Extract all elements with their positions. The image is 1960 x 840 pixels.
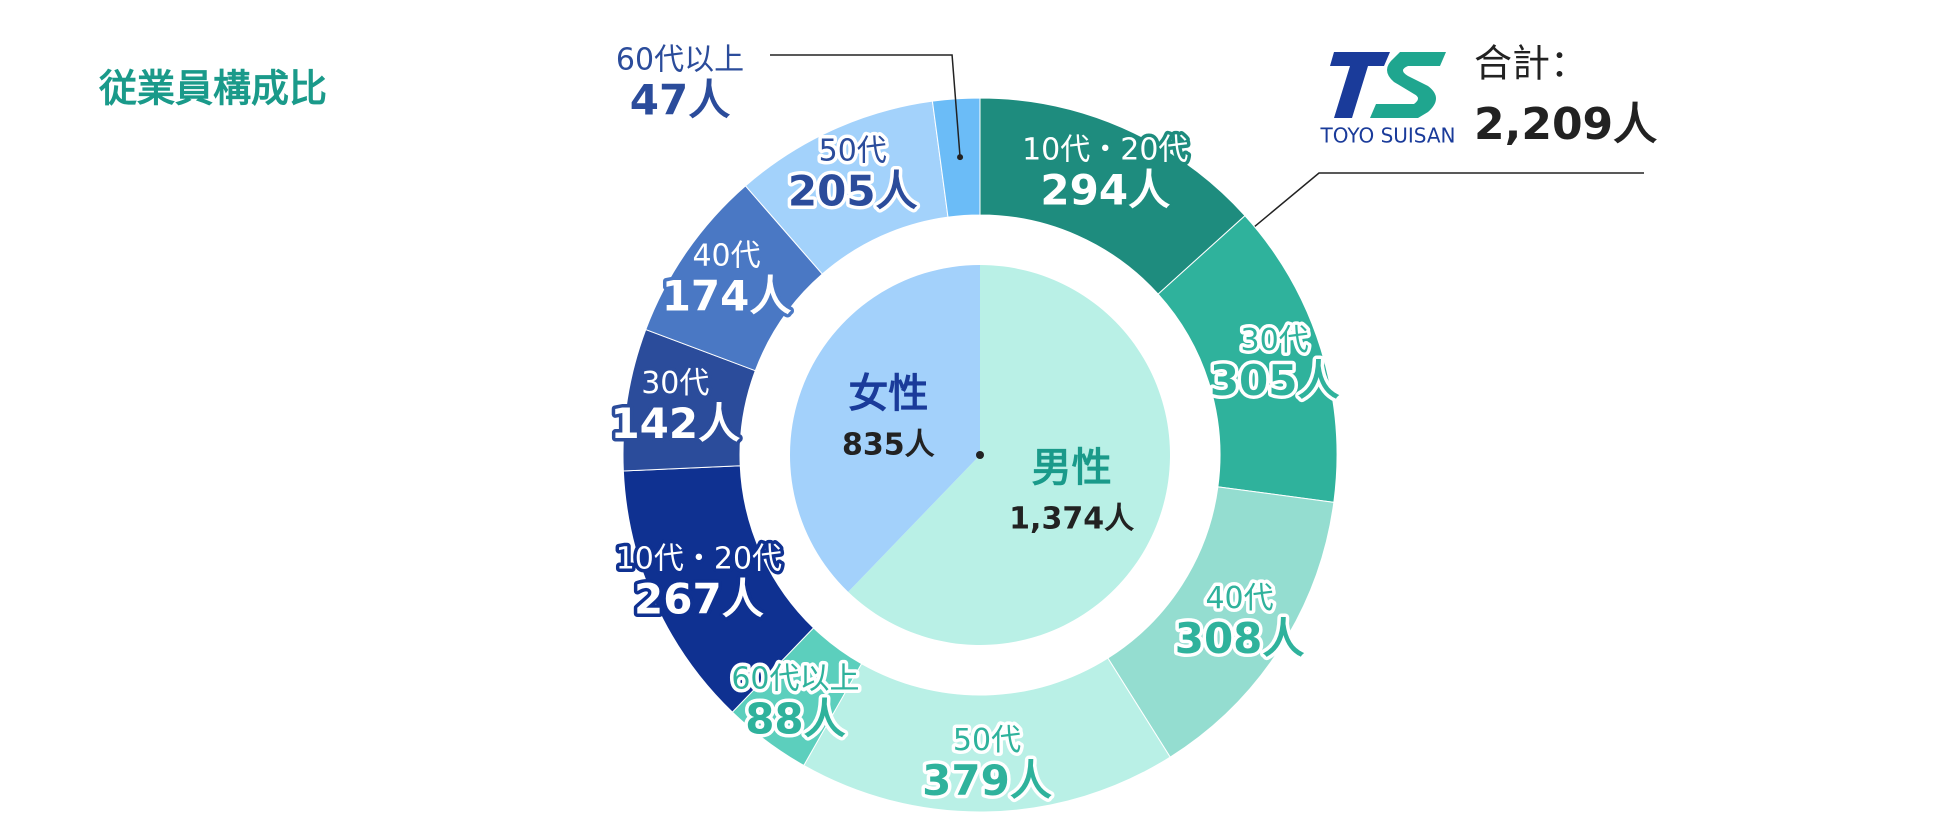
value-label: 205人 [788,166,918,215]
category-label: 30代 [641,366,709,401]
inner-category-label: 女性 [848,371,928,417]
value-label: 379人 [922,756,1052,805]
logo-text: TOYO SUISAN [1319,124,1455,148]
value-label: 47人 [630,76,730,125]
leader-dot [957,154,964,161]
category-label: 60代以上 [616,43,744,78]
outer-ring [622,97,1338,813]
category-label: 50代 [953,723,1021,758]
logo [1330,52,1446,118]
value-label: 308人 [1175,614,1305,663]
category-label: 60代以上 [731,662,859,697]
leader-line [770,54,961,158]
category-label: 40代 [692,239,760,274]
value-label: 88人 [745,695,845,744]
center-dot [976,451,984,459]
inner-slice [848,265,1170,646]
total-label: 合計： [1474,42,1588,86]
category-label: 40代 [1205,581,1273,616]
category-label: 50代 [819,133,887,168]
total-value: 2,209人 [1474,99,1657,150]
chart-title: 従業員構成比 [98,67,327,111]
category-label: 10代・20代 [1022,133,1188,168]
inner-value-label: 835人 [842,428,935,463]
inner-slice [790,265,980,592]
value-label: 174人 [662,272,792,321]
inner-category-label: 男性 [1032,445,1112,491]
category-label: 10代・20代 [616,542,782,577]
value-label: 142人 [610,399,740,448]
value-label: 267人 [634,575,764,624]
inner-value-label: 1,374人 [1009,501,1134,536]
value-label: 294人 [1040,166,1170,215]
category-label: 30代 [1241,323,1309,358]
value-label: 305人 [1210,356,1340,405]
labels: 10代・20代294人30代305人40代308人50代379人60代以上88人… [607,39,1343,808]
